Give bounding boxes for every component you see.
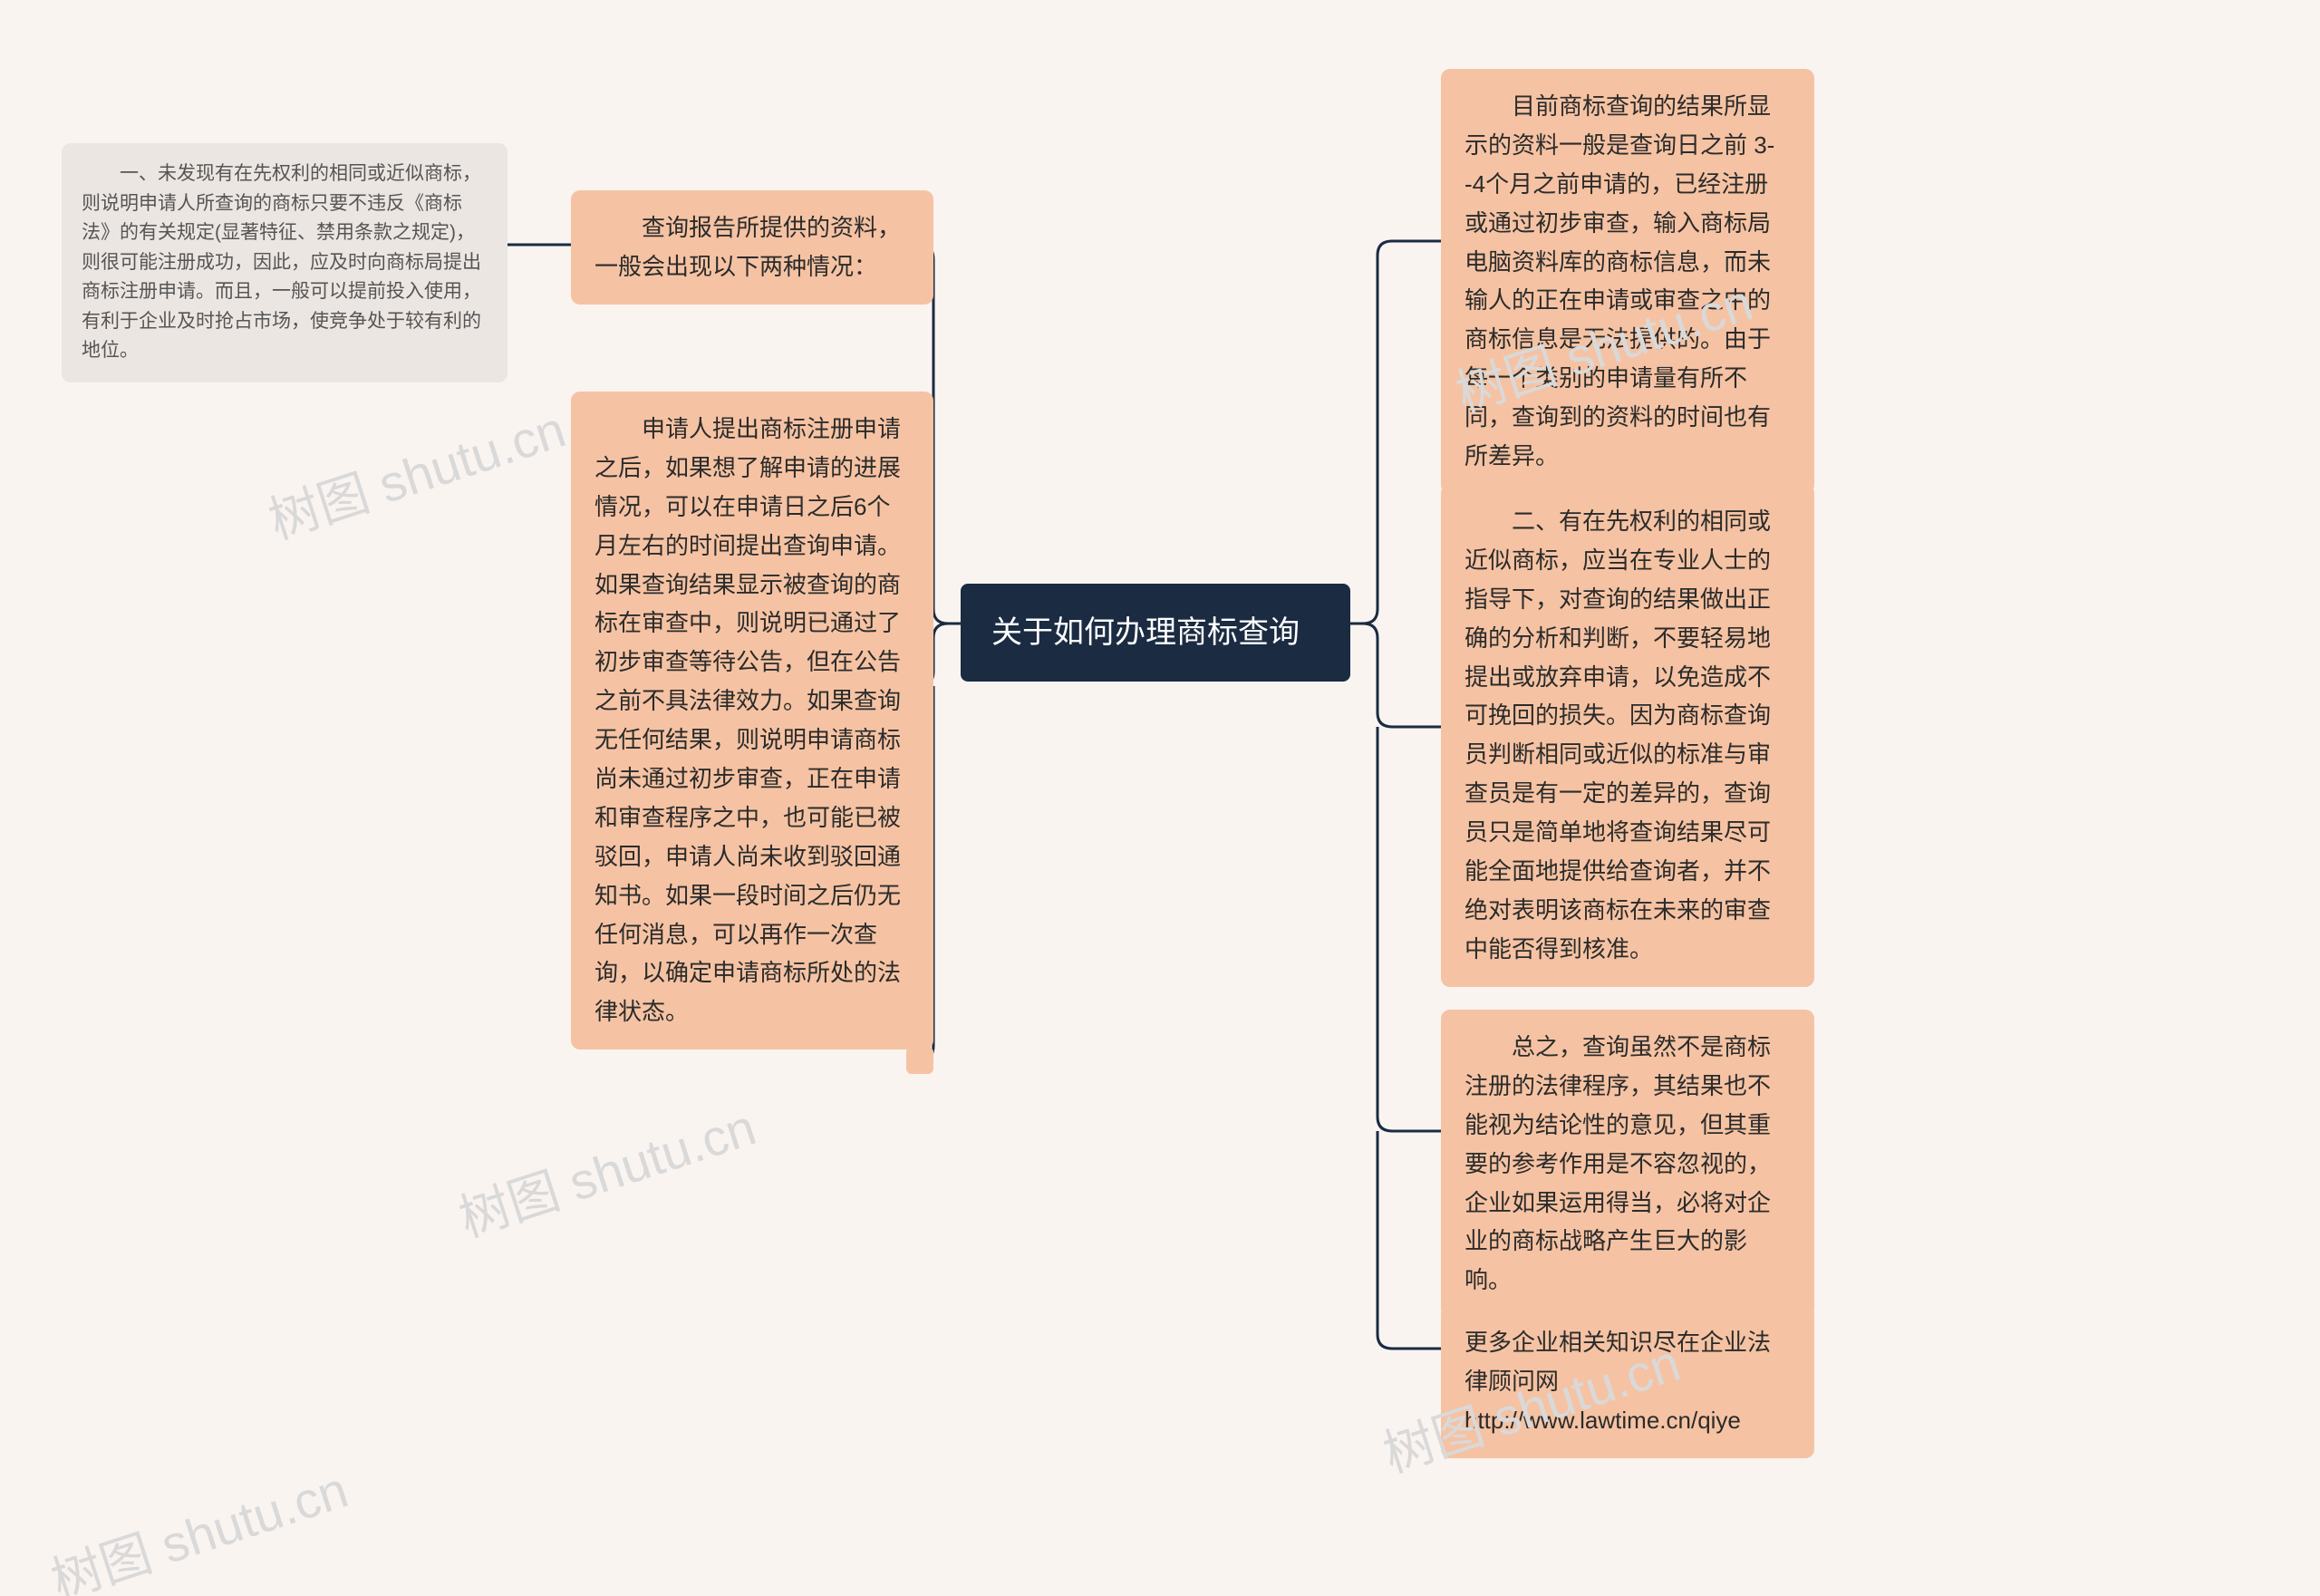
right-node-current-results[interactable]: 目前商标查询的结果所显示的资料一般是查询日之前 3--4个月之前申请的，已经注册… xyxy=(1441,69,1814,494)
connector xyxy=(1350,624,1441,727)
right-node-conclusion[interactable]: 总之，查询虽然不是商标注册的法律程序，其结果也不能视为结论性的意见，但其重要的参… xyxy=(1441,1010,1814,1318)
watermark: 树图 shutu.cn xyxy=(258,389,574,554)
left-node-stub xyxy=(906,1047,933,1074)
watermark: 树图 shutu.cn xyxy=(449,1087,764,1252)
connector xyxy=(1378,727,1441,1131)
center-node[interactable]: 关于如何办理商标查询 xyxy=(961,584,1350,682)
left-node-application-followup[interactable]: 申请人提出商标注册申请之后，如果想了解申请的进展情况，可以在申请日之后6个月左右… xyxy=(571,392,933,1049)
left-node-query-report[interactable]: 查询报告所提供的资料，一般会出现以下两种情况： xyxy=(571,190,933,305)
right-node-similar-marks[interactable]: 二、有在先权利的相同或近似商标，应当在专业人士的指导下，对查询的结果做出正确的分… xyxy=(1441,484,1814,987)
connector xyxy=(1378,1131,1441,1349)
right-node-more-info[interactable]: 更多企业相关知识尽在企业法律顾问网http://www.lawtime.cn/q… xyxy=(1441,1305,1814,1458)
left-node-case-one[interactable]: 一、未发现有在先权利的相同或近似商标，则说明申请人所查询的商标只要不违反《商标法… xyxy=(62,143,508,382)
connector xyxy=(1350,241,1441,624)
watermark: 树图 shutu.cn xyxy=(41,1449,356,1596)
